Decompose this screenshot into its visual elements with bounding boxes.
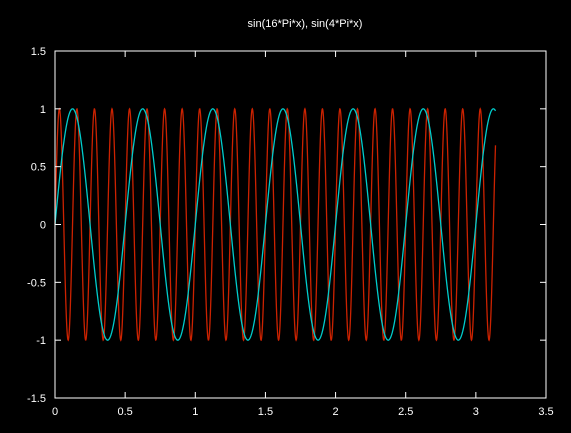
y-tick-label: 1 — [40, 104, 46, 116]
series-line-1 — [54, 107, 497, 342]
series-line-2 — [54, 108, 497, 341]
x-tick-label: 0 — [52, 406, 58, 418]
y-tick-label: -1.5 — [27, 393, 46, 405]
chart-title: sin(16*Pi*x), sin(4*Pi*x) — [248, 18, 363, 30]
y-tick-label: 1.5 — [31, 46, 46, 58]
y-tick-label: 0.5 — [31, 162, 46, 174]
x-tick-label: 3.5 — [538, 406, 553, 418]
x-tick-label: 1 — [192, 406, 198, 418]
series-layer — [54, 107, 497, 342]
tick-layer: 0 0.5 1 1.5 2 2.5 3 3.5 -1.5 -1 -0.5 0 0.5 1 1.5 — [27, 46, 554, 418]
y-tick-label: -0.5 — [27, 277, 46, 289]
x-tick-label: 2 — [333, 406, 339, 418]
x-tick-label: 3 — [473, 406, 479, 418]
x-tick-label: 2.5 — [398, 406, 413, 418]
x-tick-label: 0.5 — [117, 406, 132, 418]
y-tick-label: 0 — [40, 220, 46, 232]
y-tick-label: -1 — [36, 335, 46, 347]
x-tick-label: 1.5 — [258, 406, 273, 418]
